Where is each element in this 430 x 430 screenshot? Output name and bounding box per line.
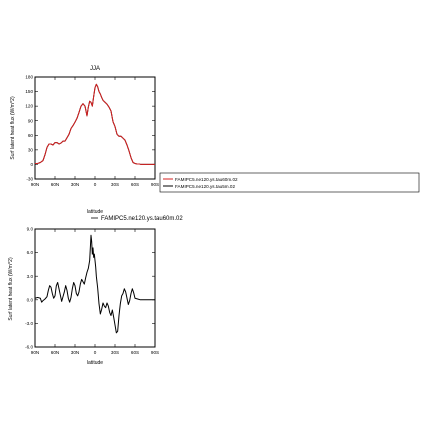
bottom-plot-frame — [34, 228, 156, 348]
bottom-y-ticks: -6.0 -3.0 0.0 3.0 6.0 9.0 — [25, 227, 155, 350]
y-tick-label: 60 — [28, 133, 34, 138]
top-series-lines — [35, 83, 155, 165]
y-tick-label: 120 — [25, 104, 33, 109]
x-tick-label: 90S — [151, 350, 159, 355]
y-tick-label: 6.0 — [27, 250, 34, 255]
y-tick-label: 150 — [25, 89, 33, 94]
top-legend: FAMIPC5.ne120.ys.tau60m.02 FAMIPC5.ne120… — [159, 172, 420, 193]
y-tick-label: 0 — [30, 162, 33, 167]
y-tick-label: -30 — [26, 177, 33, 182]
top-y-ticks: -30 0 30 60 90 120 150 180 — [25, 75, 155, 182]
x-tick-label: 30S — [111, 350, 119, 355]
top-panel: JJA -30 0 30 60 90 120 150 180 90N 60N 30N 0 30S 60S… — [10, 66, 420, 215]
bottom-legend-entry: FAMIPC5.ne120.ys.tau60m.02 — [101, 216, 183, 222]
y-tick-label: 3.0 — [27, 274, 34, 279]
x-tick-label: 60S — [131, 182, 139, 187]
bottom-legend: FAMIPC5.ne120.ys.tau60m.02 — [91, 216, 183, 222]
bottom-y-axis-label: Surf latent heat flux (W/m^2) — [8, 257, 14, 321]
x-tick-label: 90N — [31, 182, 39, 187]
x-tick-label: 30N — [71, 182, 79, 187]
series-line-famipc5-ne120-ys-tau60m-02 — [35, 83, 155, 165]
bottom-x-axis-label: latitude — [87, 360, 103, 366]
x-tick-label: 30N — [71, 350, 79, 355]
top-x-ticks: 90N 60N 30N 0 30S 60S 90S — [31, 77, 159, 187]
x-tick-label: 0 — [94, 182, 97, 187]
y-tick-label: 9.0 — [27, 227, 34, 232]
y-tick-label: 180 — [25, 75, 33, 80]
y-tick-label: -3.0 — [25, 321, 33, 326]
x-tick-label: 60N — [51, 182, 59, 187]
y-tick-label: 30 — [28, 147, 34, 152]
bottom-panel: FAMIPC5.ne120.ys.tau60m.02 -6.0 -3.0 0.0 3.… — [8, 216, 183, 366]
y-tick-label: 0.0 — [27, 297, 34, 302]
series-line-famipc5-ne120-ys-tau5m-02 — [35, 83, 155, 165]
series-line-famipc5-ne120-ys-tau60m-02 — [34, 234, 155, 334]
x-tick-label: 60S — [131, 350, 139, 355]
top-legend-box — [159, 172, 420, 193]
y-tick-label: 90 — [28, 118, 34, 123]
x-tick-label: 0 — [94, 350, 97, 355]
x-tick-label: 90S — [151, 182, 159, 187]
x-tick-label: 30S — [111, 182, 119, 187]
bottom-x-ticks: 90N 60N 30N 0 30S 60S 90S — [31, 229, 159, 355]
legend-entry-tau60m: FAMIPC5.ne120.ys.tau60m.02 — [175, 177, 238, 182]
top-panel-title: JJA — [90, 66, 100, 72]
x-tick-label: 60N — [51, 350, 59, 355]
bottom-series-lines — [34, 234, 155, 334]
top-y-axis-label: Surf latent heat flux (W/m^2) — [10, 96, 16, 160]
y-tick-label: -6.0 — [25, 345, 33, 350]
legend-entry-tau5m: FAMIPC5.ne120.ys.tau5m.02 — [175, 184, 235, 189]
top-x-axis-label: latitude — [87, 209, 103, 215]
x-tick-label: 90N — [31, 350, 39, 355]
